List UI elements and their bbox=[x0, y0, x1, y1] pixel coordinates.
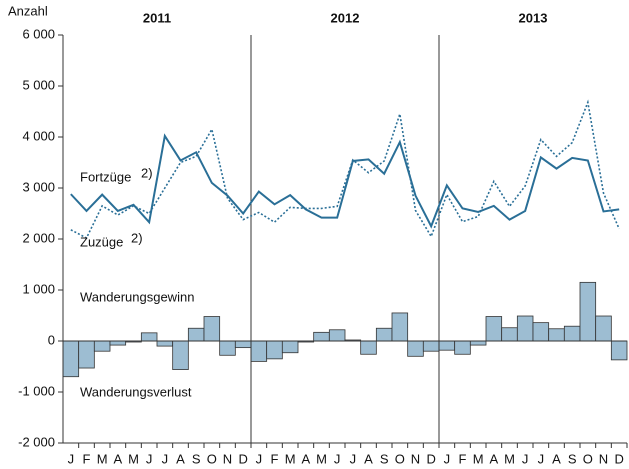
y-tick-label: 0 bbox=[48, 332, 55, 347]
x-tick-label: O bbox=[207, 451, 217, 466]
y-tick-label: 2 000 bbox=[22, 230, 55, 245]
x-tick-label: J bbox=[162, 451, 169, 466]
x-tick-label: S bbox=[568, 451, 577, 466]
x-tick-label: A bbox=[552, 451, 561, 466]
y-tick-label: 1 000 bbox=[22, 281, 55, 296]
bar bbox=[172, 340, 189, 370]
y-tick-label: -2 000 bbox=[18, 434, 55, 449]
x-tick-label: J bbox=[444, 451, 451, 466]
x-tick-label: M bbox=[504, 451, 515, 466]
x-tick-label: J bbox=[68, 451, 75, 466]
x-tick-label: N bbox=[411, 451, 420, 466]
bar bbox=[579, 281, 597, 342]
y-tick-label: 6 000 bbox=[22, 26, 55, 41]
x-tick-label: J bbox=[522, 451, 529, 466]
series-label: Fortzüge bbox=[80, 169, 131, 184]
x-tick-label: M bbox=[473, 451, 484, 466]
bar bbox=[375, 327, 393, 342]
x-tick-label: M bbox=[97, 451, 108, 466]
bar bbox=[62, 340, 80, 378]
y-tick-label: -1 000 bbox=[18, 383, 55, 398]
bar bbox=[78, 340, 95, 369]
x-tick-label: O bbox=[395, 451, 405, 466]
x-tick-label: J bbox=[350, 451, 357, 466]
series-note: 2) bbox=[131, 230, 143, 245]
bar bbox=[595, 315, 612, 342]
x-tick-label: A bbox=[364, 451, 373, 466]
x-tick-label: J bbox=[146, 451, 153, 466]
x-tick-label: O bbox=[583, 451, 593, 466]
x-tick-label: A bbox=[489, 451, 498, 466]
y-tick-label: 5 000 bbox=[22, 77, 55, 92]
x-tick-label: F bbox=[271, 451, 279, 466]
series-label: Zuzüge bbox=[80, 234, 123, 249]
bar bbox=[187, 327, 205, 342]
bar bbox=[610, 340, 628, 361]
year-label: 2013 bbox=[519, 10, 548, 25]
bar bbox=[563, 325, 581, 342]
bar bbox=[250, 340, 268, 362]
x-tick-label: N bbox=[599, 451, 608, 466]
x-tick-label: F bbox=[459, 451, 467, 466]
x-tick-label: A bbox=[113, 451, 122, 466]
x-tick-label: M bbox=[285, 451, 296, 466]
bar bbox=[407, 340, 424, 357]
bar bbox=[313, 331, 330, 342]
x-tick-label: S bbox=[192, 451, 201, 466]
line-solid bbox=[70, 133, 620, 229]
y-axis-label: Anzahl bbox=[8, 3, 48, 18]
series-note: 2) bbox=[141, 165, 153, 180]
bar bbox=[234, 340, 252, 349]
x-tick-label: N bbox=[223, 451, 232, 466]
line-dotted bbox=[70, 99, 620, 240]
bar bbox=[219, 340, 236, 356]
annotation: Wanderungsverlust bbox=[80, 384, 192, 399]
y-tick-label: 3 000 bbox=[22, 179, 55, 194]
bar bbox=[140, 332, 158, 342]
x-tick-label: A bbox=[176, 451, 185, 466]
x-tick-label: A bbox=[301, 451, 310, 466]
bar bbox=[469, 340, 487, 346]
year-label: 2011 bbox=[143, 10, 171, 25]
bar bbox=[548, 328, 565, 342]
bar bbox=[391, 312, 409, 342]
x-tick-label: D bbox=[238, 451, 247, 466]
bar bbox=[532, 322, 550, 342]
bar bbox=[516, 315, 534, 342]
bar bbox=[266, 340, 283, 360]
bar bbox=[454, 340, 471, 355]
bar bbox=[156, 340, 174, 347]
x-tick-label: M bbox=[316, 451, 327, 466]
bar bbox=[485, 316, 503, 342]
x-tick-label: J bbox=[334, 451, 341, 466]
annotation: Wanderungsgewinn bbox=[80, 289, 194, 304]
bar bbox=[501, 327, 518, 342]
bar bbox=[360, 340, 377, 355]
bar bbox=[438, 340, 456, 351]
bar bbox=[203, 316, 221, 342]
bar bbox=[281, 340, 299, 354]
bar bbox=[328, 329, 346, 342]
x-tick-label: D bbox=[426, 451, 435, 466]
x-tick-label: D bbox=[614, 451, 623, 466]
x-tick-label: S bbox=[380, 451, 389, 466]
bar bbox=[93, 340, 111, 352]
bar bbox=[422, 340, 440, 352]
y-tick-label: 4 000 bbox=[22, 128, 55, 143]
x-tick-label: J bbox=[256, 451, 263, 466]
bar bbox=[109, 340, 127, 346]
x-tick-label: M bbox=[128, 451, 139, 466]
x-tick-label: F bbox=[83, 451, 91, 466]
x-tick-label: J bbox=[538, 451, 545, 466]
year-label: 2012 bbox=[331, 10, 360, 25]
